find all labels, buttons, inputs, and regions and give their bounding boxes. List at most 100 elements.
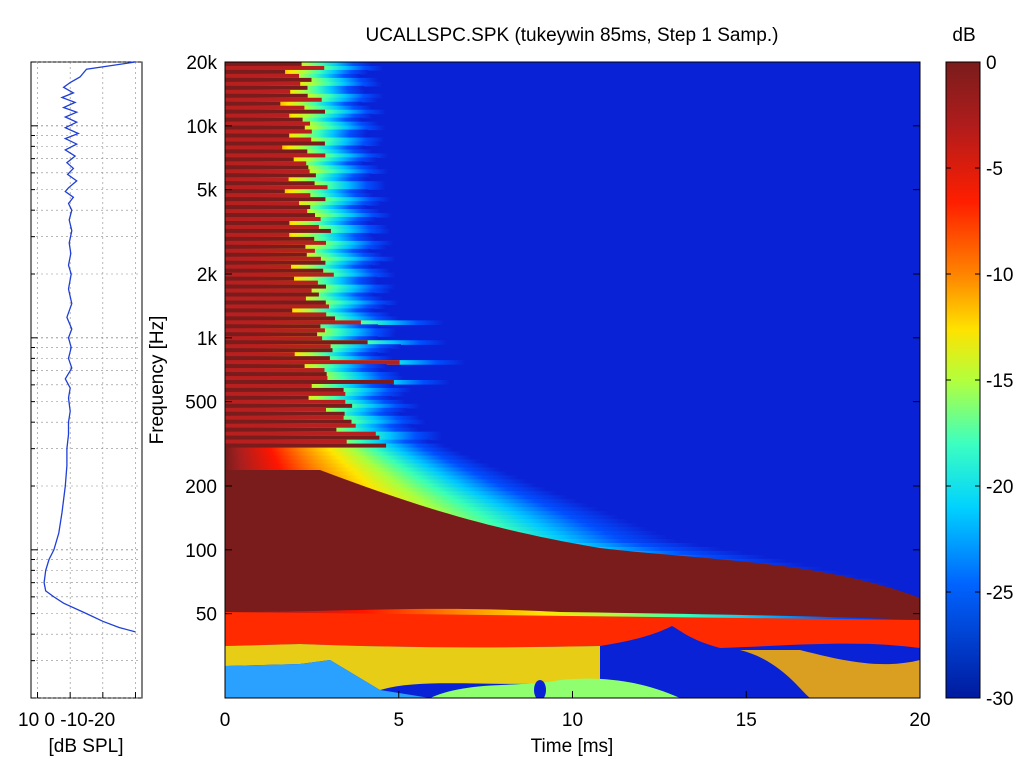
response-panel: 10 0 -10-20 [dB SPL]: [18, 61, 143, 757]
heatmap-core: [225, 89, 291, 95]
heatmap-row: [225, 276, 378, 282]
heatmap-core: [225, 439, 347, 445]
heatmap-core: [225, 240, 326, 246]
heatmap-core: [225, 157, 294, 162]
heatmap-core: [225, 328, 325, 333]
heatmap-core: [225, 173, 316, 178]
heatmap-core: [225, 97, 322, 103]
heatmap-row: [225, 483, 537, 488]
heatmap-row: [225, 463, 490, 469]
heatmap-core: [225, 141, 325, 147]
sub-50hz-yellow-band: [225, 644, 600, 690]
heatmap-y-tick-label: 50: [196, 605, 217, 626]
heatmap-core: [225, 423, 356, 429]
heatmap-core: [225, 399, 346, 405]
colorbar-tick-label: -10: [986, 265, 1013, 286]
heatmap-x-tick-label: 0: [220, 710, 231, 731]
heatmap-core: [225, 81, 301, 87]
heatmap-row: [225, 89, 366, 95]
heatmap-core: [225, 372, 327, 377]
heatmap-row: [225, 69, 369, 75]
heatmap-core: [225, 348, 333, 353]
heatmap-row: [225, 125, 386, 131]
heatmap-y-tick-label: 10k: [186, 117, 217, 138]
heatmap-core: [225, 280, 318, 286]
low-freq-plateau: [225, 470, 920, 620]
heatmap-core: [225, 415, 344, 421]
heatmap-core: [225, 300, 326, 306]
heatmap-core: [225, 224, 319, 230]
heatmap-core: [225, 236, 315, 242]
heatmap-core: [225, 256, 321, 262]
heatmap-y-tick-label: 500: [185, 393, 217, 414]
heatmap-row: [225, 352, 378, 357]
sub-50hz-green: [225, 660, 430, 698]
heatmap-core: [225, 113, 290, 119]
colorbar-gradient: [945, 61, 981, 699]
heatmap-row: [225, 451, 463, 457]
heatmap-row: [225, 101, 362, 107]
colorbar-tick-label: 0: [986, 53, 997, 74]
heatmap-row: [225, 610, 920, 616]
heatmap-row: [225, 244, 387, 250]
heatmap-core: [225, 185, 328, 190]
heatmap-row: [225, 81, 382, 87]
heatmap-core: [225, 153, 326, 158]
heatmap-core: [225, 272, 334, 278]
heatmap-y-tick-label: 1k: [197, 329, 218, 350]
heatmap-y-tick-label: 5k: [197, 181, 218, 202]
heatmap-row: [225, 308, 375, 314]
heatmap-core: [225, 65, 325, 71]
heatmap-core: [225, 232, 290, 238]
heatmap-core: [225, 308, 293, 314]
heatmap-row: [225, 145, 365, 151]
sub-50hz-red-band: [225, 612, 920, 648]
heatmap-core: [225, 209, 308, 214]
heatmap-core: [225, 403, 353, 409]
heatmap-core: [225, 443, 387, 449]
heatmap-core: [225, 356, 330, 361]
heatmap-core: [225, 213, 315, 218]
heatmap-core: [225, 181, 315, 186]
heatmap-core: [225, 419, 352, 425]
heatmap-row: [225, 157, 377, 162]
heatmap-core: [225, 205, 311, 210]
decay-panel: UCALLSPC.SPK (tukeywin 85ms, Step 1 Samp…: [147, 25, 931, 757]
heatmap-core: [225, 121, 310, 127]
colorbar-label: dB: [952, 25, 975, 46]
heatmap-x-label: Time [ms]: [531, 736, 614, 757]
heatmap-core: [225, 228, 331, 234]
heatmap-core: [225, 411, 345, 417]
heatmap-core: [225, 109, 325, 115]
heatmap-x-tick-label: 15: [736, 710, 757, 731]
colorbar-tick-label: -30: [986, 689, 1013, 710]
response-x-label: [dB SPL]: [49, 736, 124, 757]
heatmap-row: [225, 475, 518, 480]
heatmap-core: [225, 217, 321, 222]
colorbar: dB 0 -5 -10 -15 -20 -25 -30: [945, 25, 1013, 710]
sub-50hz-right-orange: [740, 650, 920, 698]
heatmap-core: [225, 304, 329, 310]
heatmap-core: [225, 197, 326, 202]
heatmap-core: [225, 77, 312, 83]
heatmap-core: [225, 169, 310, 174]
heatmap-core: [225, 395, 309, 401]
heatmap-image: [225, 62, 920, 698]
heatmap-core: [225, 391, 346, 397]
heatmap-core: [225, 407, 326, 413]
heatmap-row: [225, 479, 527, 484]
heatmap-row: [225, 467, 500, 473]
heatmap-y-tick-label: 200: [185, 477, 217, 498]
heatmap-core: [225, 221, 290, 226]
heatmap-core: [225, 276, 294, 282]
heatmap-y-tick-label: 2k: [197, 265, 218, 286]
heatmap-core: [225, 387, 344, 393]
response-ticks: [37, 62, 136, 698]
heatmap-core: [225, 336, 323, 341]
heatmap-core: [225, 364, 305, 369]
heatmap-row: [225, 201, 382, 206]
heatmap-core: [225, 125, 305, 131]
response-grid: [31, 61, 142, 699]
heatmap-core: [225, 324, 321, 329]
heatmap-core: [225, 101, 281, 107]
